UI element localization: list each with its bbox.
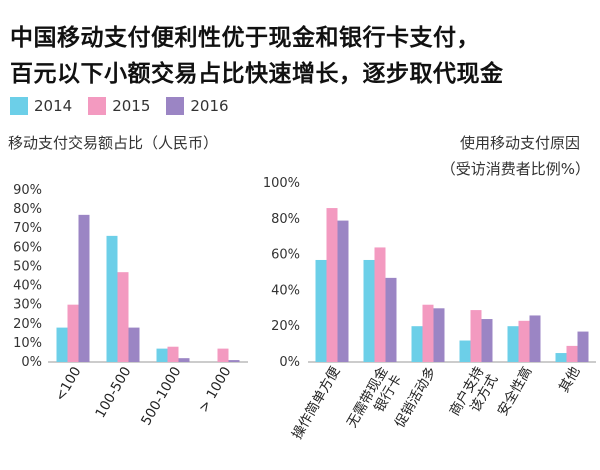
category-label-line: 操作简单方便 (288, 363, 343, 442)
y-tick-label: 30% (13, 298, 42, 313)
category-label-line: 100-500 (92, 364, 134, 421)
bar-2014-1 (56, 327, 68, 362)
bar-2016-4 (228, 360, 240, 362)
bar-2015-3 (167, 346, 179, 362)
y-tick-label: 80% (13, 202, 42, 217)
legend-label-2014: 2014 (34, 97, 73, 115)
category-label-line: 安全性高 (494, 364, 536, 419)
bar-2016-3 (178, 358, 190, 362)
bar-2015-1 (326, 208, 338, 362)
category-label: <100 (52, 364, 84, 404)
category-label-line: 500-1000 (138, 364, 184, 428)
legend-item-2015: 2015 (88, 97, 150, 115)
bar-2016-3 (433, 308, 445, 362)
bar-2015-1 (67, 304, 79, 362)
y-tick-label: 70% (13, 221, 42, 236)
legend-item-2014: 2014 (10, 97, 72, 115)
bar-2015-5 (518, 320, 530, 362)
y-tick-label: 0% (279, 355, 300, 370)
category-label: 其他 (556, 364, 583, 395)
y-tick-label: 40% (271, 283, 300, 298)
bar-2014-3 (411, 326, 423, 362)
bar-2016-4 (481, 319, 493, 362)
y-tick-label: 20% (13, 317, 42, 332)
bar-2015-2 (117, 272, 129, 362)
legend-swatch-2016 (166, 97, 185, 115)
category-label: 100-500 (92, 364, 134, 421)
left-chart-title: 移动支付交易额占比（人民币） (8, 134, 219, 152)
legend-item-2016: 2016 (166, 97, 229, 115)
title-line-2: 百元以下小额交易占比快速增长，逐步取代现金 (10, 61, 504, 87)
category-label: > 1000 (196, 364, 235, 415)
y-tick-label: 0% (21, 355, 42, 370)
y-tick-label: 40% (13, 279, 42, 294)
legend-label-2015: 2015 (112, 97, 151, 115)
legend-label-2016: 2016 (190, 97, 229, 115)
category-label: 安全性高 (494, 364, 536, 419)
y-tick-label: 20% (271, 319, 300, 334)
bar-2016-2 (128, 327, 140, 362)
bar-2014-4 (459, 340, 471, 362)
category-label: 促销活动多 (391, 364, 439, 431)
bar-2014-2 (106, 235, 118, 362)
chart-legend: 2014 2015 2016 (10, 96, 245, 116)
category-label-line: > 1000 (196, 364, 235, 415)
legend-swatch-2014 (10, 97, 28, 115)
category-label: 操作简单方便 (288, 363, 343, 442)
bar-2014-2 (363, 259, 375, 362)
y-tick-label: 60% (271, 248, 300, 263)
y-tick-label: 80% (271, 212, 300, 227)
category-label: 无需带现金银行卡 (344, 364, 406, 439)
y-tick-label: 100% (263, 176, 300, 191)
y-tick-label: 10% (13, 336, 42, 351)
bar-2014-3 (156, 348, 168, 362)
category-label-line: 促销活动多 (391, 364, 439, 431)
category-label: 商户支持该方式 (446, 363, 502, 427)
right-chart-subtitle: （受访消费者比例%） (440, 160, 590, 178)
bar-2014-6 (555, 353, 567, 362)
bar-2016-6 (577, 331, 589, 362)
y-tick-label: 60% (13, 240, 42, 255)
bar-2014-5 (507, 326, 519, 362)
right-chart-title: 使用移动支付原因 (459, 134, 580, 152)
y-tick-label: 90% (13, 183, 42, 198)
category-label-line: <100 (52, 364, 84, 404)
legend-swatch-2015 (88, 97, 107, 115)
bar-2016-2 (385, 277, 397, 362)
y-tick-label: 50% (13, 259, 42, 274)
title-line-1: 中国移动支付便利性优于现金和银行卡支付， (10, 25, 480, 51)
bar-2016-5 (529, 315, 541, 362)
category-label-line: 其他 (556, 364, 583, 395)
bar-2014-1 (315, 259, 327, 362)
bar-2016-1 (78, 214, 90, 362)
bar-2016-1 (337, 220, 349, 362)
bar-2015-6 (566, 345, 578, 362)
bar-2015-2 (374, 247, 386, 362)
bar-2015-3 (422, 304, 434, 362)
bar-2015-4 (217, 348, 229, 362)
bar-2015-4 (470, 310, 482, 362)
category-label: 500-1000 (138, 364, 184, 428)
